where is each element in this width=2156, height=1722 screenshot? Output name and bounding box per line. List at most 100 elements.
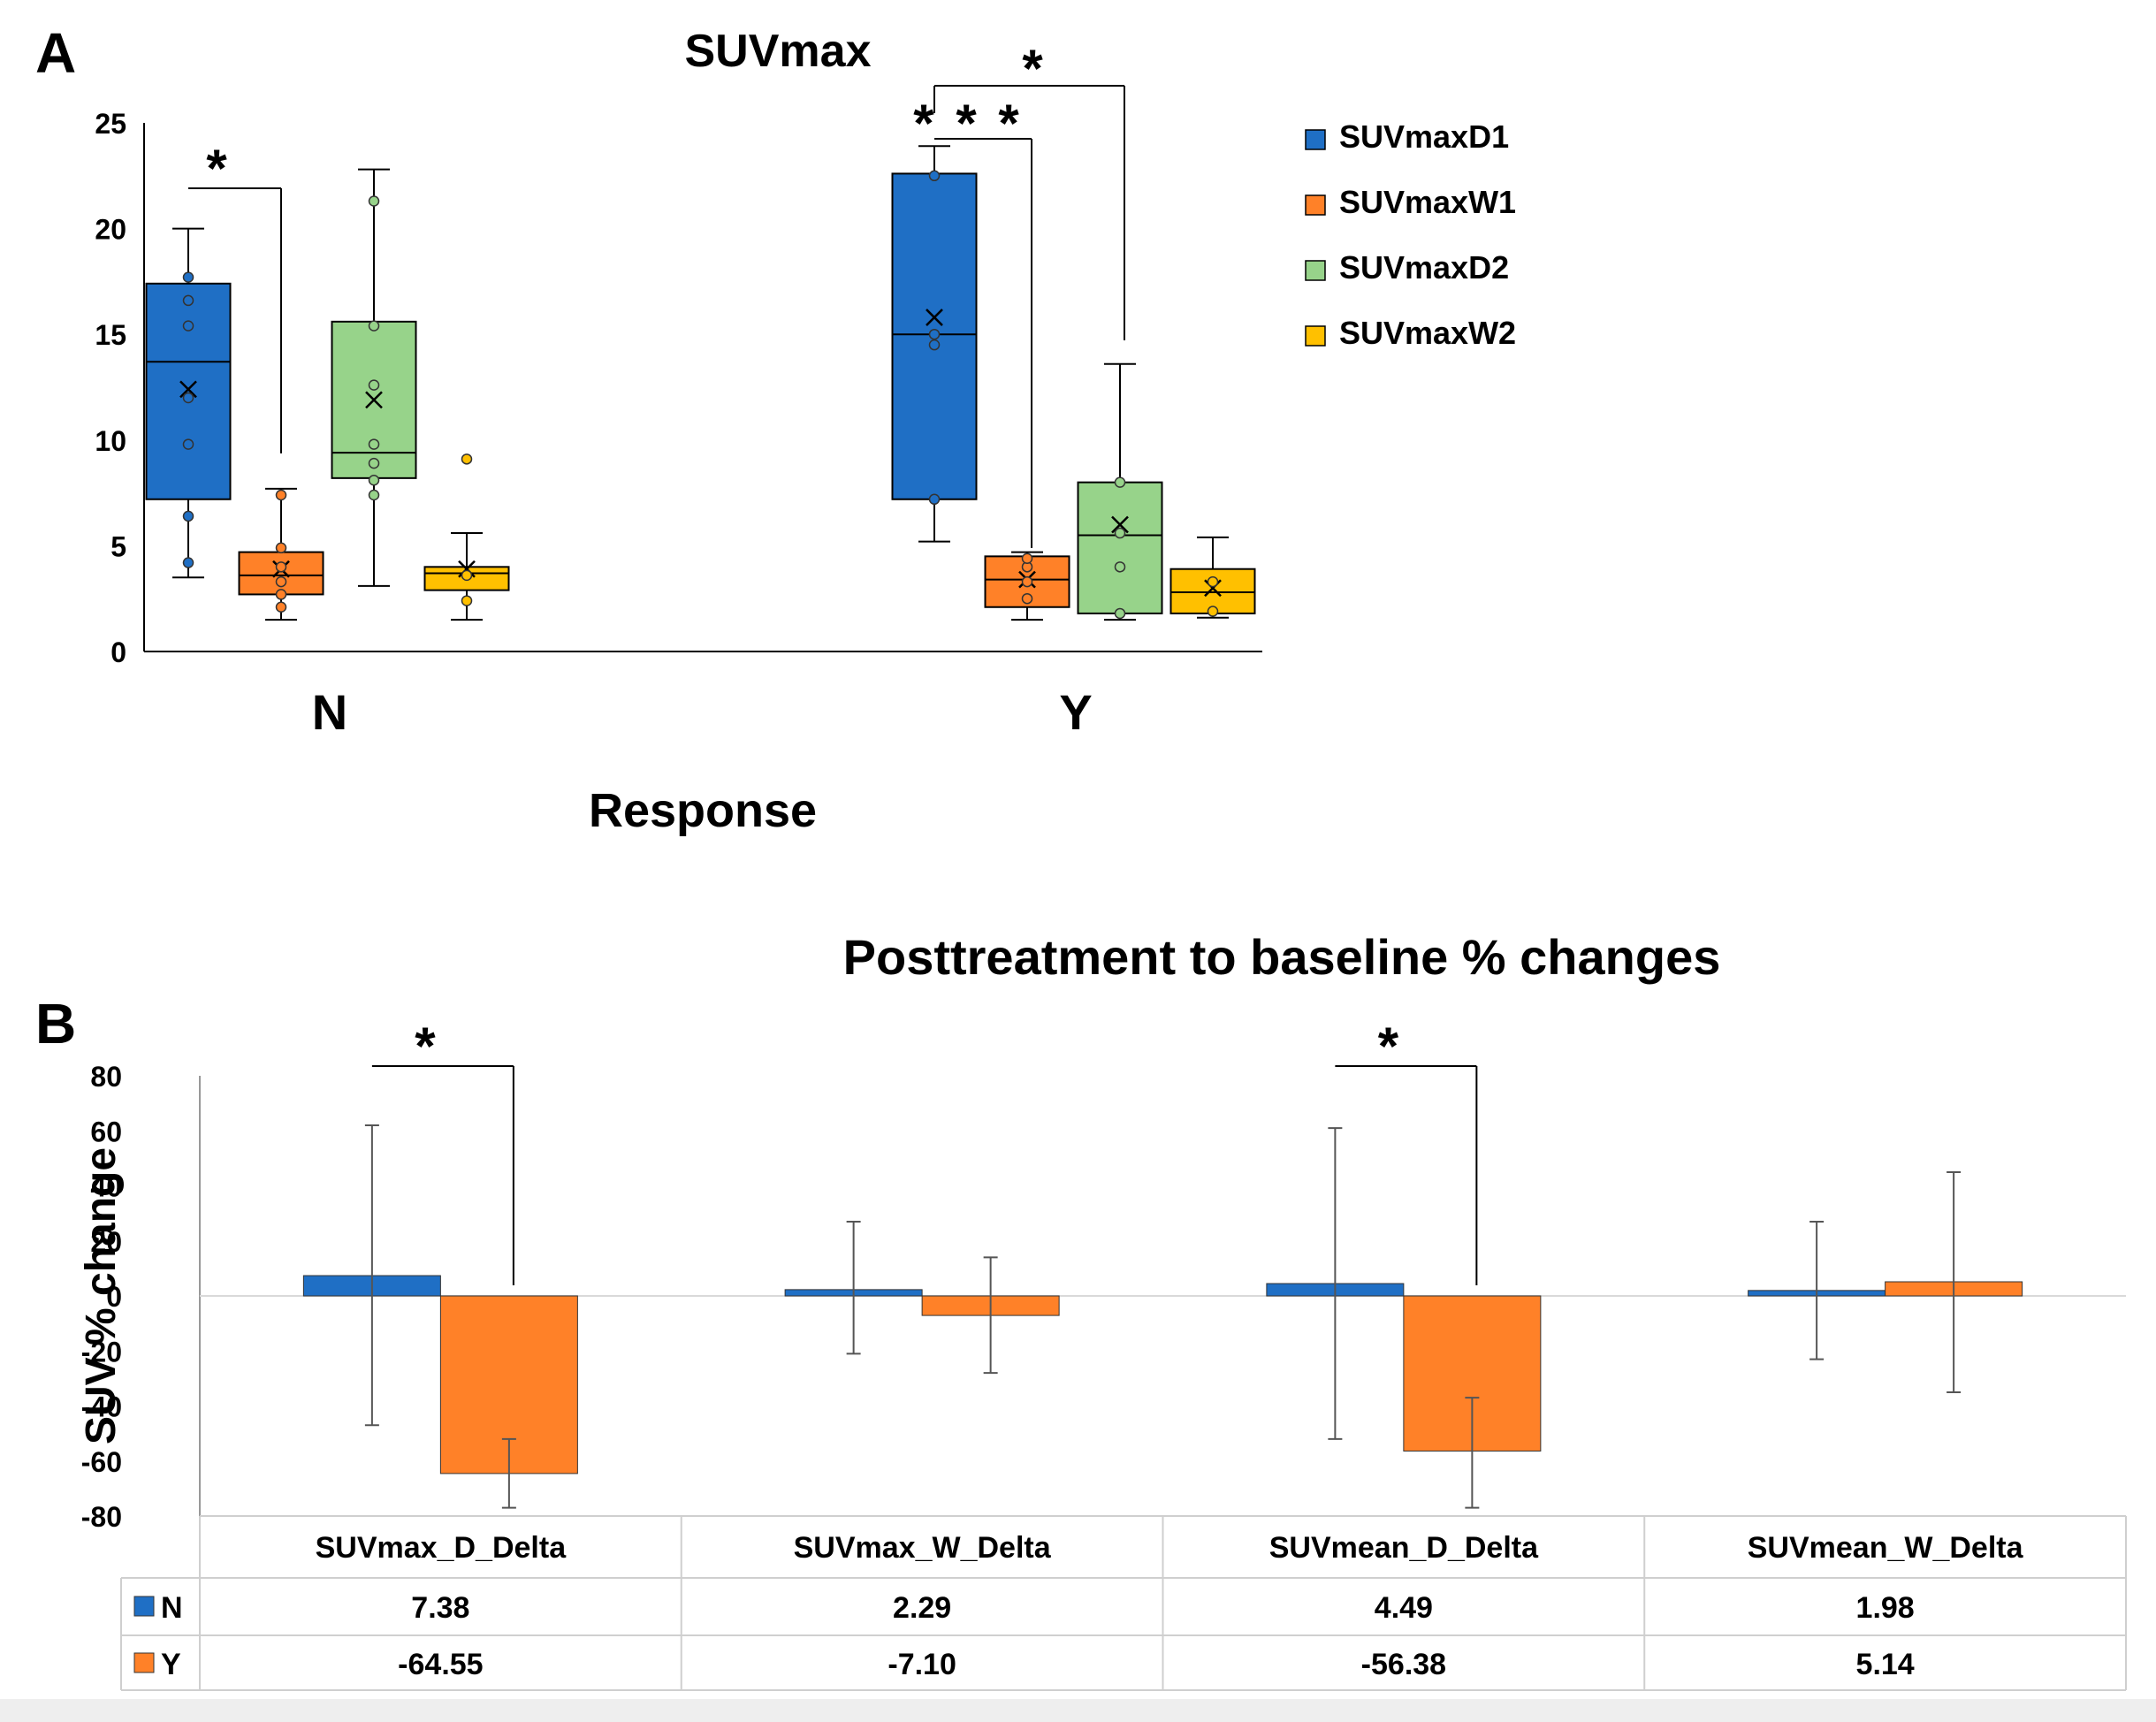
significance-y-d1-d2: * (933, 39, 1125, 340)
data-point (1114, 476, 1126, 488)
legend-label: SUVmaxW2 (1339, 315, 1516, 351)
table-value: 5.14 (1856, 1648, 1915, 1681)
y-tick-label: -60 (81, 1446, 122, 1478)
data-point (275, 489, 287, 501)
table-row-key-N: N (133, 1591, 183, 1625)
legend-item-SUVmaxD2: SUVmaxD2 (1305, 249, 1509, 286)
data-point (182, 510, 194, 522)
y-tick-label: 15 (95, 319, 126, 351)
legend-label: SUVmaxD2 (1339, 249, 1509, 286)
y-tick-label: -80 (81, 1501, 122, 1533)
table-row-label: Y (161, 1648, 181, 1681)
data-point (182, 557, 194, 568)
box-Y-SUVmaxD1 (891, 145, 978, 543)
y-tick-label: 80 (90, 1061, 122, 1093)
bar (439, 1295, 578, 1474)
bottom-strip (0, 1699, 2156, 1722)
data-point (1207, 606, 1219, 617)
panel-label-b: B (35, 992, 76, 1055)
data-point (182, 392, 194, 404)
legend-swatch (133, 1652, 155, 1673)
data-point (368, 474, 380, 486)
y-tick-label: 10 (95, 425, 126, 457)
y-tick-label: 5 (110, 530, 126, 562)
data-point (1114, 561, 1126, 573)
significance-y-d1-w1: * * * (913, 94, 1032, 548)
bar-N-SUVmean_D_Delta (1266, 1127, 1405, 1440)
significance-SUVmean_D_Delta: * (1335, 1017, 1478, 1285)
box-iqr (1077, 481, 1163, 614)
y-tick-label: -20 (81, 1336, 122, 1368)
chart-title: SUVmax (685, 26, 872, 77)
panel-label-a: A (35, 21, 76, 85)
table-value: 7.38 (411, 1591, 469, 1625)
box-iqr (238, 551, 324, 596)
y-tick-label: 40 (90, 1171, 122, 1203)
legend-swatch (1305, 260, 1326, 281)
table-value: -56.38 (1361, 1648, 1446, 1681)
table-value: 4.49 (1375, 1591, 1433, 1625)
significance-star: * (415, 1017, 436, 1076)
legend-label: SUVmaxD1 (1339, 118, 1509, 155)
y-tick-label: 60 (90, 1116, 122, 1147)
data-point (928, 493, 941, 506)
significance-star: * (1378, 1017, 1399, 1076)
box-iqr (145, 282, 232, 500)
table-header: SUVmean_D_Delta (1269, 1531, 1539, 1565)
y-tick-label: -40 (81, 1391, 122, 1423)
data-point (275, 575, 287, 588)
data-point (368, 489, 380, 501)
table-header: SUVmax_W_Delta (794, 1531, 1052, 1565)
data-point (275, 561, 287, 573)
y-tick-label: 20 (95, 214, 126, 246)
y-tick-label: 0 (106, 1281, 122, 1313)
data-point (1021, 592, 1033, 605)
table-header: SUVmax_D_Delta (316, 1531, 568, 1565)
mean-marker (1111, 515, 1129, 534)
data-point (461, 595, 473, 606)
box-Y-SUVmaxW1 (984, 551, 1070, 621)
data-point (1207, 575, 1219, 588)
box-N-SUVmaxW2 (423, 453, 510, 621)
data-point (275, 589, 287, 600)
table-row-label: N (161, 1591, 183, 1625)
y-tick-label: 0 (110, 636, 126, 668)
data-point (182, 294, 194, 307)
data-point (928, 339, 941, 351)
significance-star: * (206, 139, 227, 198)
box-N-SUVmaxW1 (238, 487, 324, 621)
box-N-SUVmaxD2 (331, 168, 417, 587)
table-value: 2.29 (893, 1591, 951, 1625)
data-point (461, 453, 473, 465)
data-point (1021, 575, 1033, 588)
legend-label: SUVmaxW1 (1339, 184, 1516, 220)
data-point (368, 379, 380, 391)
table-value: -7.10 (888, 1648, 956, 1681)
data-point (368, 457, 380, 469)
legend-swatch (1305, 325, 1326, 347)
data-point (1114, 527, 1126, 539)
bar-N-SUVmax_D_Delta (302, 1124, 441, 1427)
table-row-key-Y: Y (133, 1648, 181, 1681)
significance-star: * (1022, 39, 1043, 98)
bar-N-SUVmean_W_Delta (1748, 1220, 1886, 1360)
significance-SUVmax_D_Delta: * (371, 1017, 514, 1285)
data-point (928, 170, 941, 182)
bar-chart: Posttreatment to baseline % changes -80 -6… (78, 929, 2127, 1691)
data-point (182, 271, 194, 283)
table-value: -64.55 (398, 1648, 483, 1681)
mean-marker (926, 309, 943, 326)
box-Y-SUVmaxD2 (1077, 362, 1163, 621)
data-point (368, 438, 380, 450)
legend-item-SUVmaxW2: SUVmaxW2 (1305, 315, 1516, 351)
legend-item-SUVmaxW1: SUVmaxW1 (1305, 184, 1516, 220)
bar-Y-SUVmax_D_Delta (439, 1295, 578, 1509)
x-axis-title: Response (589, 784, 817, 837)
legend-item-SUVmaxD1: SUVmaxD1 (1305, 118, 1509, 155)
data-point (368, 195, 380, 207)
legend: SUVmaxD1 SUVmaxW1 SUVmaxD2 SUVmaxW2 (1305, 118, 1516, 351)
data-point (928, 328, 941, 340)
y-axis-title: SUV % change (78, 1147, 125, 1444)
bar-Y-SUVmean_D_Delta (1403, 1295, 1542, 1509)
